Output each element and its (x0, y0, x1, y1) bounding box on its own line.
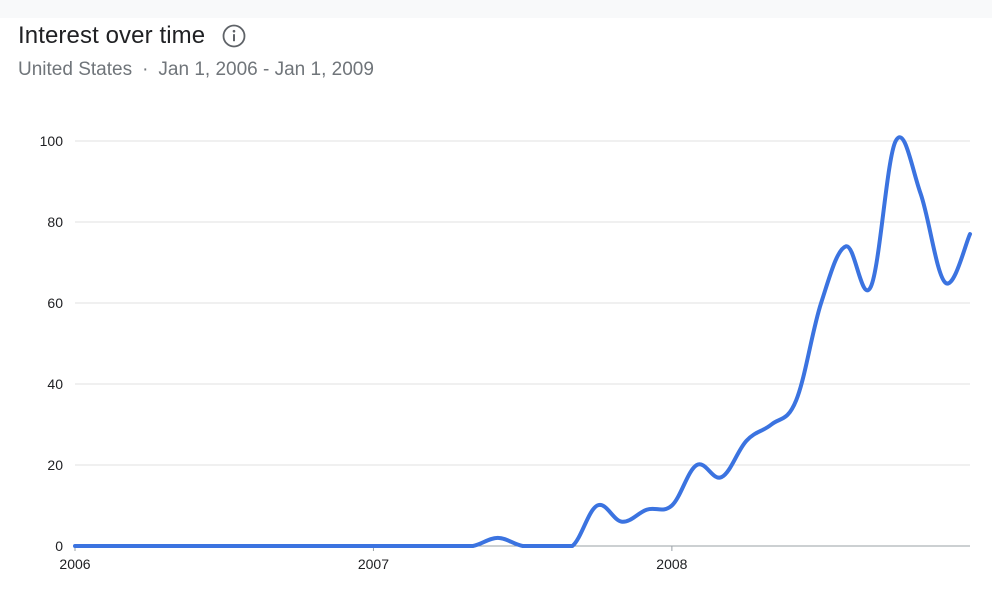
data-point[interactable] (545, 543, 551, 549)
chart-header: Interest over time United States · Jan 1… (18, 22, 374, 81)
chart-title: Interest over time (18, 22, 206, 49)
data-point[interactable] (196, 543, 202, 549)
data-point[interactable] (694, 462, 700, 468)
top-bar (0, 0, 992, 18)
y-tick-label: 100 (40, 133, 64, 149)
data-point[interactable] (793, 397, 799, 403)
data-point[interactable] (221, 543, 227, 549)
data-point[interactable] (594, 503, 600, 509)
data-point[interactable] (619, 519, 625, 525)
x-tick-label: 2007 (358, 556, 389, 572)
data-point[interactable] (445, 543, 451, 549)
data-point[interactable] (370, 543, 376, 549)
series-layer (72, 135, 973, 549)
data-point[interactable] (172, 543, 178, 549)
y-tick-label: 20 (47, 457, 63, 473)
data-point[interactable] (72, 543, 78, 549)
y-tick-label: 80 (47, 214, 63, 230)
data-point[interactable] (768, 422, 774, 428)
data-point[interactable] (744, 438, 750, 444)
data-point[interactable] (296, 543, 302, 549)
data-point[interactable] (321, 543, 327, 549)
series-line (73, 135, 972, 548)
data-point[interactable] (918, 191, 924, 197)
x-axis-ticks: 2006 2007 2008 (59, 546, 688, 572)
data-point[interactable] (669, 503, 675, 509)
data-point[interactable] (495, 535, 501, 541)
data-point[interactable] (470, 543, 476, 549)
data-point[interactable] (346, 543, 352, 549)
location-label: United States (18, 59, 133, 80)
title-row: Interest over time (18, 22, 374, 50)
y-axis-ticks: 0 20 40 60 80 100 (40, 133, 64, 554)
data-point[interactable] (644, 507, 650, 513)
y-tick-label: 0 (55, 538, 63, 554)
chart-subtitle: United States · Jan 1, 2006 - Jan 1, 200… (18, 59, 374, 81)
y-tick-label: 60 (47, 295, 63, 311)
x-tick-label: 2006 (59, 556, 90, 572)
data-point[interactable] (943, 280, 949, 286)
data-point[interactable] (843, 243, 849, 249)
data-point[interactable] (520, 543, 526, 549)
data-point[interactable] (147, 543, 153, 549)
info-icon[interactable] (221, 23, 247, 49)
data-point[interactable] (246, 543, 252, 549)
data-point[interactable] (122, 543, 128, 549)
data-point[interactable] (967, 231, 973, 237)
data-point[interactable] (868, 284, 874, 290)
data-point[interactable] (395, 543, 401, 549)
date-range-label: Jan 1, 2006 - Jan 1, 2009 (158, 59, 374, 80)
data-point[interactable] (719, 474, 725, 480)
separator-dot: · (142, 59, 149, 80)
data-point[interactable] (818, 300, 824, 306)
data-point[interactable] (893, 138, 899, 144)
data-point[interactable] (569, 543, 575, 549)
data-point[interactable] (97, 543, 103, 549)
data-point[interactable] (420, 543, 426, 549)
x-tick-label: 2008 (656, 556, 687, 572)
y-tick-label: 40 (47, 376, 63, 392)
grid-lines (75, 140, 970, 547)
data-point[interactable] (271, 543, 277, 549)
